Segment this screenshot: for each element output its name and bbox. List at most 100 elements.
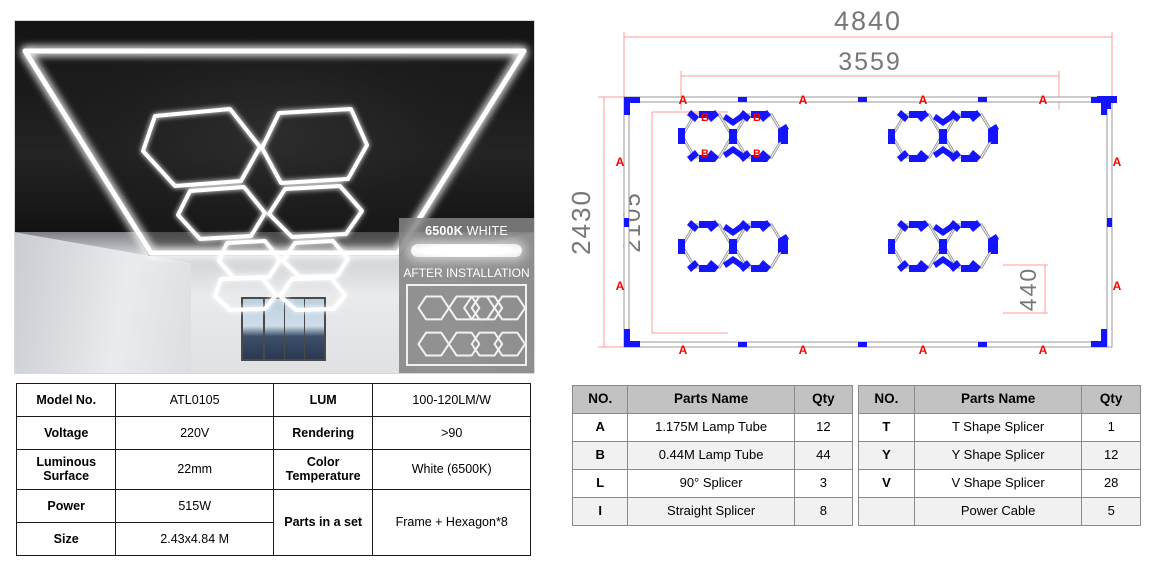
- parts-table-1: NO. Parts Name Qty A 1.175M Lamp Tube 12…: [571, 385, 854, 526]
- dim-hex-side: 440: [1015, 267, 1041, 311]
- spec-value: 515W: [115, 488, 274, 523]
- spec-key: Luminous Surface: [15, 449, 117, 490]
- dim-inner-width: 3559: [838, 48, 902, 76]
- col-parts-name: Parts Name: [913, 385, 1083, 414]
- table-row: Size 2.43x4.84 M: [15, 521, 531, 556]
- color-temp-value: 6500K: [425, 224, 463, 238]
- table-row: V V Shape Splicer 28: [858, 469, 1141, 498]
- spec-key: Color Temperature: [272, 449, 374, 490]
- part-no: A: [571, 413, 629, 442]
- spec-value: 100-120LM/W: [372, 383, 531, 417]
- part-qty: 12: [793, 413, 854, 442]
- part-no: I: [571, 497, 629, 526]
- part-name: Power Cable: [913, 497, 1083, 526]
- part-qty: 1: [1081, 413, 1141, 442]
- svg-text:B: B: [701, 148, 709, 160]
- svg-text:A: A: [799, 343, 808, 357]
- table-row: A 1.175M Lamp Tube 12: [571, 413, 854, 442]
- info-badge: 6500K WHITE AFTER INSTALLATION: [399, 218, 534, 373]
- part-qty: 28: [1081, 469, 1141, 498]
- dimension-lines: [598, 32, 1113, 348]
- spec-key: Power: [15, 488, 117, 523]
- part-name: V Shape Splicer: [913, 469, 1083, 498]
- svg-text:A: A: [1113, 279, 1122, 293]
- part-no: V: [858, 469, 915, 498]
- part-name: Straight Splicer: [627, 497, 795, 526]
- svg-text:A: A: [616, 279, 625, 293]
- product-photo: 6500K WHITE AFTER INSTALLATION: [14, 20, 535, 374]
- spec-key: Parts in a set: [272, 488, 374, 556]
- svg-text:A: A: [1039, 343, 1048, 357]
- dim-overall-height: 2430: [566, 189, 596, 255]
- table-row: Y Y Shape Splicer 12: [858, 441, 1141, 470]
- lamp-tube-swatch: [411, 244, 522, 257]
- color-temp-word: WHITE: [462, 224, 508, 238]
- col-qty: Qty: [1081, 385, 1141, 414]
- table-row: Model No. ATL0105 LUM 100-120LM/W: [15, 383, 531, 417]
- part-no: Y: [858, 441, 915, 470]
- spec-key: Rendering: [272, 416, 374, 450]
- part-no: L: [571, 469, 629, 498]
- spec-key: Size: [15, 521, 117, 556]
- table-row: B 0.44M Lamp Tube 44: [571, 441, 854, 470]
- svg-text:B: B: [701, 112, 709, 124]
- part-no: [858, 497, 915, 526]
- dim-inner-height: 2105: [619, 191, 646, 252]
- part-qty: 3: [793, 469, 854, 498]
- table-row: L 90° Splicer 3: [571, 469, 854, 498]
- svg-text:A: A: [616, 155, 625, 169]
- dim-overall-width: 4840: [834, 6, 902, 36]
- after-installation-label: AFTER INSTALLATION: [403, 266, 530, 280]
- col-qty: Qty: [793, 385, 854, 414]
- spec-key: Model No.: [15, 383, 117, 417]
- col-no: NO.: [858, 385, 915, 414]
- color-temp-label: 6500K WHITE: [399, 224, 534, 238]
- spec-value: 220V: [115, 416, 274, 450]
- spec-value: 2.43x4.84 M: [115, 521, 274, 556]
- table-row: Power 515W Parts in a set Frame + Hexago…: [15, 488, 531, 556]
- hexagon-clusters: B B B B: [678, 110, 999, 272]
- part-name: 0.44M Lamp Tube: [627, 441, 795, 470]
- col-parts-name: Parts Name: [627, 385, 795, 414]
- spec-value: ATL0105: [115, 383, 274, 417]
- spec-key: LUM: [272, 383, 374, 417]
- parts-table-2: NO. Parts Name Qty T T Shape Splicer 1 Y…: [858, 385, 1141, 526]
- frame-connectors: [624, 96, 1117, 347]
- svg-text:A: A: [1039, 93, 1048, 107]
- table-row: Luminous Surface 22mm Color Temperature …: [15, 449, 531, 490]
- part-qty: 5: [1081, 497, 1141, 526]
- table-row: Voltage 220V Rendering >90: [15, 416, 531, 450]
- part-no: B: [571, 441, 629, 470]
- spec-value: White (6500K): [372, 449, 531, 490]
- svg-text:A: A: [679, 93, 688, 107]
- svg-text:A: A: [799, 93, 808, 107]
- spec-key: Voltage: [15, 416, 117, 450]
- part-name: T Shape Splicer: [913, 413, 1083, 442]
- part-name: Y Shape Splicer: [913, 441, 1083, 470]
- marker-a-group: A A A A A A A A A A A A: [616, 93, 1122, 357]
- svg-text:A: A: [919, 343, 928, 357]
- part-name: 90° Splicer: [627, 469, 795, 498]
- svg-text:B: B: [753, 148, 761, 160]
- svg-text:A: A: [1113, 155, 1122, 169]
- hexagon-light-fixture: [21, 48, 528, 312]
- part-qty: 8: [793, 497, 854, 526]
- hexagon-layout-diagram: [406, 284, 527, 366]
- svg-text:A: A: [919, 93, 928, 107]
- table-row: I Straight Splicer 8: [571, 497, 854, 526]
- part-qty: 12: [1081, 441, 1141, 470]
- spec-value: Frame + Hexagon*8: [372, 488, 531, 556]
- specification-table: Model No. ATL0105 LUM 100-120LM/W Voltag…: [15, 383, 531, 556]
- svg-text:B: B: [753, 112, 761, 124]
- technical-drawing: 4840 3559 2430 2105 440 A A A A A A A: [548, 0, 1148, 372]
- part-no: T: [858, 413, 915, 442]
- spec-value: 22mm: [115, 449, 274, 490]
- col-no: NO.: [571, 385, 629, 414]
- spec-value: >90: [372, 416, 531, 450]
- svg-text:A: A: [679, 343, 688, 357]
- table-row: Power Cable 5: [858, 497, 1141, 526]
- table-header-row: NO. Parts Name Qty: [571, 385, 854, 414]
- part-name: 1.175M Lamp Tube: [627, 413, 795, 442]
- part-qty: 44: [793, 441, 854, 470]
- table-row: T T Shape Splicer 1: [858, 413, 1141, 442]
